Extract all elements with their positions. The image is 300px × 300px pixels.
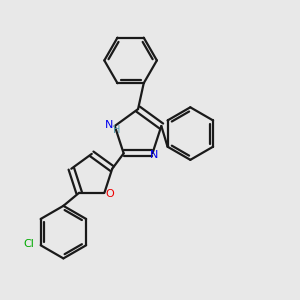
Text: N: N [105, 120, 114, 130]
Text: O: O [105, 189, 114, 199]
Text: N: N [150, 150, 158, 160]
Text: Cl: Cl [23, 239, 34, 249]
Text: H: H [113, 125, 121, 135]
